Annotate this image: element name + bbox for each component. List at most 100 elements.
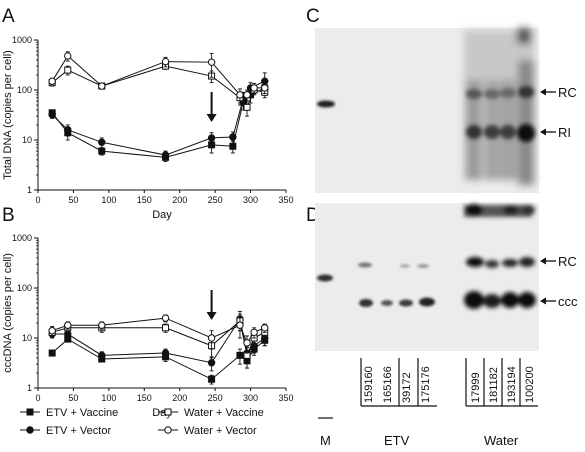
data-point (250, 84, 258, 92)
data-point (236, 351, 244, 359)
data-point (48, 349, 56, 357)
x-tick-label: 0 (35, 393, 40, 403)
data-point (98, 351, 106, 360)
legend-label: ETV + Vaccine (46, 407, 118, 419)
data-point (48, 111, 56, 119)
x-tick-label: 200 (172, 195, 187, 205)
series-line (51, 338, 266, 380)
data-point (250, 328, 258, 337)
data-point (236, 91, 244, 99)
blot-d-ccc-label: ccc (558, 294, 578, 309)
blot-d-etv-ccc-bands (359, 297, 435, 307)
legend-label: ETV + Vector (46, 425, 111, 437)
x-tick-label: 0 (35, 195, 40, 205)
blot-c-ri-bands (466, 124, 535, 142)
series-line (51, 55, 265, 96)
y-tick-label: 10 (22, 333, 32, 343)
legend-marker (26, 408, 34, 416)
x-tick-label: 50 (68, 393, 78, 403)
data-point (98, 82, 106, 90)
data-point (208, 375, 216, 383)
y-tick-label: 100 (17, 283, 32, 293)
data-point (161, 314, 170, 322)
blot-c-rc-arrowhead (540, 88, 546, 96)
legend-item: ETV + Vaccine (20, 407, 118, 419)
arrow-head (206, 312, 217, 320)
y-tick-label: 1000 (12, 233, 32, 243)
marker-lane-label: M (320, 433, 331, 448)
x-tick-label: 150 (137, 195, 152, 205)
y-tick-label: 10 (22, 135, 32, 145)
lane-label: 175176 (420, 366, 432, 403)
lane-label: 181182 (488, 367, 500, 403)
legend: ETV + Vaccine Water + Vaccine ETV + Vector… (20, 407, 264, 437)
group-label-etv: ETV (384, 433, 410, 448)
legend-label: Water + Vector (184, 425, 257, 437)
data-point (64, 52, 72, 60)
blot-d-water-rc-bands (466, 257, 535, 268)
legend-marker (164, 408, 172, 416)
legend-item: Water + Vaccine (158, 407, 264, 419)
y-tick-label: 100 (17, 85, 32, 95)
group-label-water: Water (484, 433, 519, 448)
data-point (243, 103, 251, 111)
blot-d-etv-rc-bands (358, 262, 429, 268)
blot-c-ri-label: RI (558, 125, 571, 140)
lane-label: 159160 (363, 366, 375, 403)
data-point (98, 138, 106, 146)
data-point (162, 324, 170, 332)
blot-c-marker-band (317, 100, 335, 108)
lane-labels: 159160 165166 39172 175176 17999 181182 … (363, 366, 536, 403)
y-tick-label: 1 (27, 383, 32, 393)
data-point (229, 142, 237, 150)
data-point (261, 84, 269, 92)
data-point (161, 151, 170, 159)
series-water-vector (48, 314, 269, 354)
blot-d-rc-label: RC (558, 254, 577, 269)
data-point (98, 321, 106, 329)
blot-c: RC RI (315, 28, 577, 193)
x-tick-label: 350 (278, 195, 293, 205)
x-tick-label: 300 (243, 393, 258, 403)
y-tick-label: 1000 (12, 35, 32, 45)
data-point (243, 91, 251, 99)
series-line (52, 319, 265, 358)
x-tick-label: 50 (68, 195, 78, 205)
blot-d-water-ccc-bands (464, 291, 536, 309)
data-point (64, 321, 72, 329)
lane-label: 165166 (382, 366, 394, 403)
data-point (64, 66, 72, 74)
data-point (236, 321, 244, 329)
arrow-head (206, 114, 217, 122)
panel-letter-a: A (2, 6, 15, 27)
lane-label: 193194 (506, 366, 518, 403)
blot-d-ccc-arrowhead (540, 297, 546, 305)
data-point (207, 334, 216, 342)
data-point (64, 126, 72, 134)
data-point (161, 349, 170, 357)
chart-cccdna: 0 50 100 150 200 250 300 3501101001000DaycccDNA… (2, 233, 294, 419)
x-tick-label: 350 (278, 393, 293, 403)
data-point (207, 134, 216, 142)
blot-c-water-smear (464, 28, 534, 185)
legend-label: Water + Vaccine (184, 407, 264, 419)
legend-item: Water + Vector (158, 425, 257, 437)
blot-d-rc-arrowhead (540, 257, 546, 265)
data-point (207, 58, 216, 66)
lane-label: 17999 (470, 372, 482, 403)
blot-c-rc-bands (466, 86, 534, 99)
data-point (261, 324, 269, 332)
series-water-vector (48, 51, 269, 104)
y-tick-label: 1 (27, 185, 32, 195)
legend-item: ETV + Vector (20, 425, 111, 437)
data-point (161, 57, 170, 66)
legend-marker (26, 426, 34, 434)
panel-letter-b: B (2, 205, 15, 226)
y-axis-title: Total DNA (copies per cell) (2, 50, 14, 180)
data-point (243, 339, 251, 347)
y-axis-title: cccDNA (copies per cell) (2, 253, 14, 373)
data-point (98, 147, 106, 155)
lane-separators (360, 358, 538, 407)
series-etv-vector (48, 310, 269, 372)
